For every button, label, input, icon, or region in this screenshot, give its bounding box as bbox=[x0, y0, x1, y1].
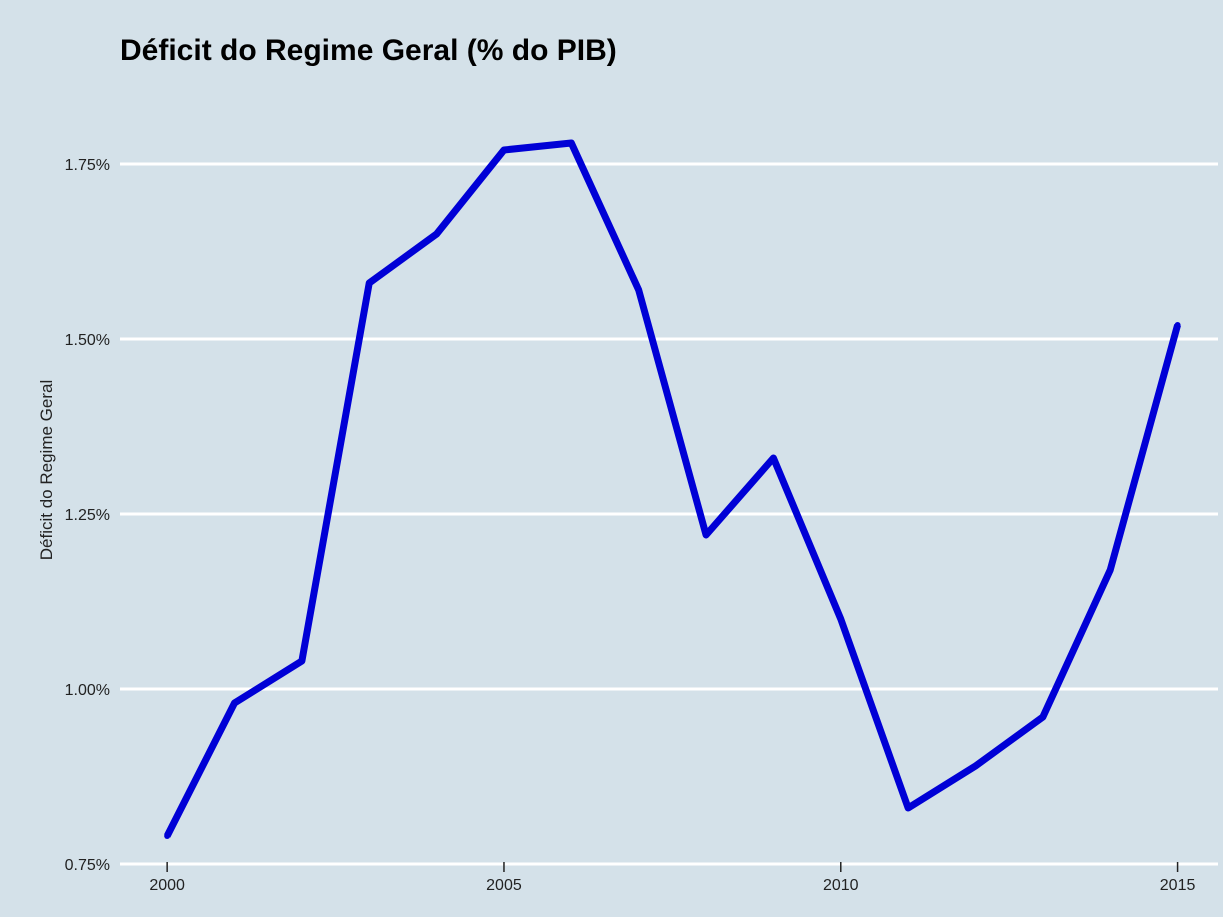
series-line bbox=[164, 139, 1181, 838]
grid-layer bbox=[120, 162, 1218, 866]
data-point bbox=[1039, 714, 1046, 720]
data-point bbox=[905, 805, 912, 811]
data-point bbox=[164, 833, 171, 839]
data-point bbox=[568, 140, 575, 146]
axis-layer: 0.75% 1.00% 1.25% 1.50% 1.75% 2000 2005 2010 201… bbox=[65, 157, 1196, 894]
x-tick-label: 2010 bbox=[823, 877, 859, 894]
data-point bbox=[837, 616, 844, 622]
data-point bbox=[972, 763, 979, 769]
data-point bbox=[635, 287, 642, 293]
y-axis-label: Déficit do Regime Geral bbox=[37, 380, 56, 560]
y-tick-label: 1.50% bbox=[65, 332, 110, 349]
data-point bbox=[770, 455, 777, 461]
data-point bbox=[366, 280, 373, 286]
x-tick-label: 2015 bbox=[1160, 877, 1196, 894]
y-tick-label: 1.25% bbox=[65, 507, 110, 524]
data-point bbox=[1107, 567, 1114, 573]
data-point bbox=[298, 658, 305, 664]
series-layer bbox=[164, 139, 1181, 839]
x-tick-label: 2000 bbox=[149, 877, 185, 894]
chart-title: Déficit do Regime Geral (% do PIB) bbox=[120, 34, 617, 67]
x-tick-label: 2005 bbox=[486, 877, 522, 894]
data-point bbox=[500, 147, 507, 153]
y-tick-label: 0.75% bbox=[65, 857, 110, 874]
y-tick-label: 1.75% bbox=[65, 157, 110, 174]
data-point bbox=[433, 231, 440, 237]
data-point bbox=[1174, 322, 1181, 328]
data-point bbox=[703, 532, 710, 538]
data-point bbox=[231, 700, 238, 706]
y-tick-label: 1.00% bbox=[65, 682, 110, 699]
